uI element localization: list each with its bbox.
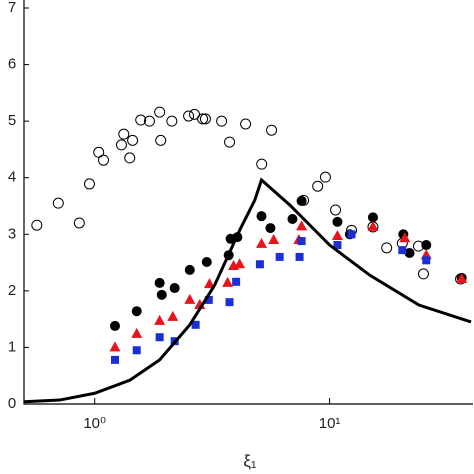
circle-point: [184, 264, 195, 275]
triangle-point: [331, 229, 343, 240]
triangle-point: [234, 258, 246, 269]
open-circle-point: [312, 180, 324, 192]
circle-point: [332, 216, 343, 227]
triangle-point: [222, 276, 234, 287]
open-circle-point: [93, 146, 105, 158]
triangle-point: [255, 237, 267, 248]
triangle-point: [268, 233, 280, 244]
triangle-point: [296, 220, 308, 231]
square-point: [132, 346, 141, 355]
square-point: [398, 246, 407, 255]
open-circle-point: [224, 136, 236, 148]
circle-point: [404, 247, 415, 258]
square-point: [255, 260, 264, 269]
curve: [23, 177, 472, 404]
circle-point: [256, 211, 267, 222]
open-circle-point: [166, 115, 178, 127]
open-circle-point: [183, 110, 195, 122]
circle-point: [156, 289, 167, 300]
open-circle-point: [73, 217, 85, 229]
square-point: [347, 230, 356, 239]
y-tick-label: 2: [8, 282, 16, 299]
x-tick-label: 10⁰: [83, 415, 106, 432]
open-circle-point: [319, 171, 331, 183]
open-circle-point: [52, 197, 64, 209]
triangle-point: [399, 232, 411, 243]
y-tick-label: 4: [8, 169, 16, 186]
open-circle-point: [381, 242, 393, 254]
open-circle-point: [240, 118, 252, 130]
open-circle-point: [216, 115, 228, 127]
circle-point: [367, 212, 378, 223]
circle-point: [296, 195, 307, 206]
y-tick-label: 6: [8, 56, 16, 73]
open-circle-point: [143, 115, 155, 127]
open-circle-point: [155, 134, 167, 146]
open-circle-point: [256, 158, 268, 170]
open-circle-point: [199, 113, 211, 125]
square-point: [333, 241, 342, 250]
square-point: [275, 252, 284, 261]
triangle-point: [184, 293, 196, 304]
square-point: [232, 277, 241, 286]
square-point: [422, 256, 431, 265]
open-circle-point: [154, 106, 166, 118]
open-circle-point: [31, 219, 43, 231]
x-tick-label: 10¹: [319, 415, 341, 432]
y-tick-label: 0: [8, 395, 16, 412]
open-circle-point: [417, 268, 429, 280]
triangle-point: [131, 327, 143, 338]
open-circle-point: [135, 114, 147, 126]
open-circle-point: [197, 113, 209, 125]
open-circle-point: [115, 139, 127, 151]
circle-point: [131, 306, 142, 317]
open-circle-point: [118, 128, 130, 140]
open-circle-point: [97, 154, 109, 166]
circle-point: [154, 277, 165, 288]
open-circle-point: [127, 134, 139, 146]
circle-point: [265, 223, 276, 234]
x-axis-label: ξ₁: [243, 451, 257, 470]
y-tick-label: 5: [8, 112, 16, 129]
square-point: [295, 252, 304, 261]
circle-point: [287, 214, 298, 225]
y-tick-label: 1: [8, 338, 16, 355]
triangle-point: [456, 272, 468, 283]
open-circle-point: [83, 178, 95, 190]
square-point: [297, 237, 306, 246]
triangle-point: [367, 220, 379, 231]
square-point: [110, 355, 119, 364]
triangle-point: [167, 310, 179, 321]
square-point: [204, 295, 213, 304]
circle-point: [109, 320, 120, 331]
square-point: [225, 298, 234, 307]
circle-point: [201, 257, 212, 268]
open-circle-point: [124, 152, 136, 164]
open-circle-point: [330, 204, 342, 216]
triangle-point: [109, 341, 121, 352]
square-point: [191, 320, 200, 329]
y-tick-label: 3: [8, 225, 16, 242]
triangle-point: [203, 278, 215, 289]
circle-point: [169, 283, 180, 294]
axes-frame: [23, 0, 473, 405]
y-tick-label: 7: [8, 0, 16, 16]
triangle-point: [154, 314, 166, 325]
square-point: [155, 333, 164, 342]
open-circle-point: [266, 124, 278, 136]
circle-point: [421, 240, 432, 251]
